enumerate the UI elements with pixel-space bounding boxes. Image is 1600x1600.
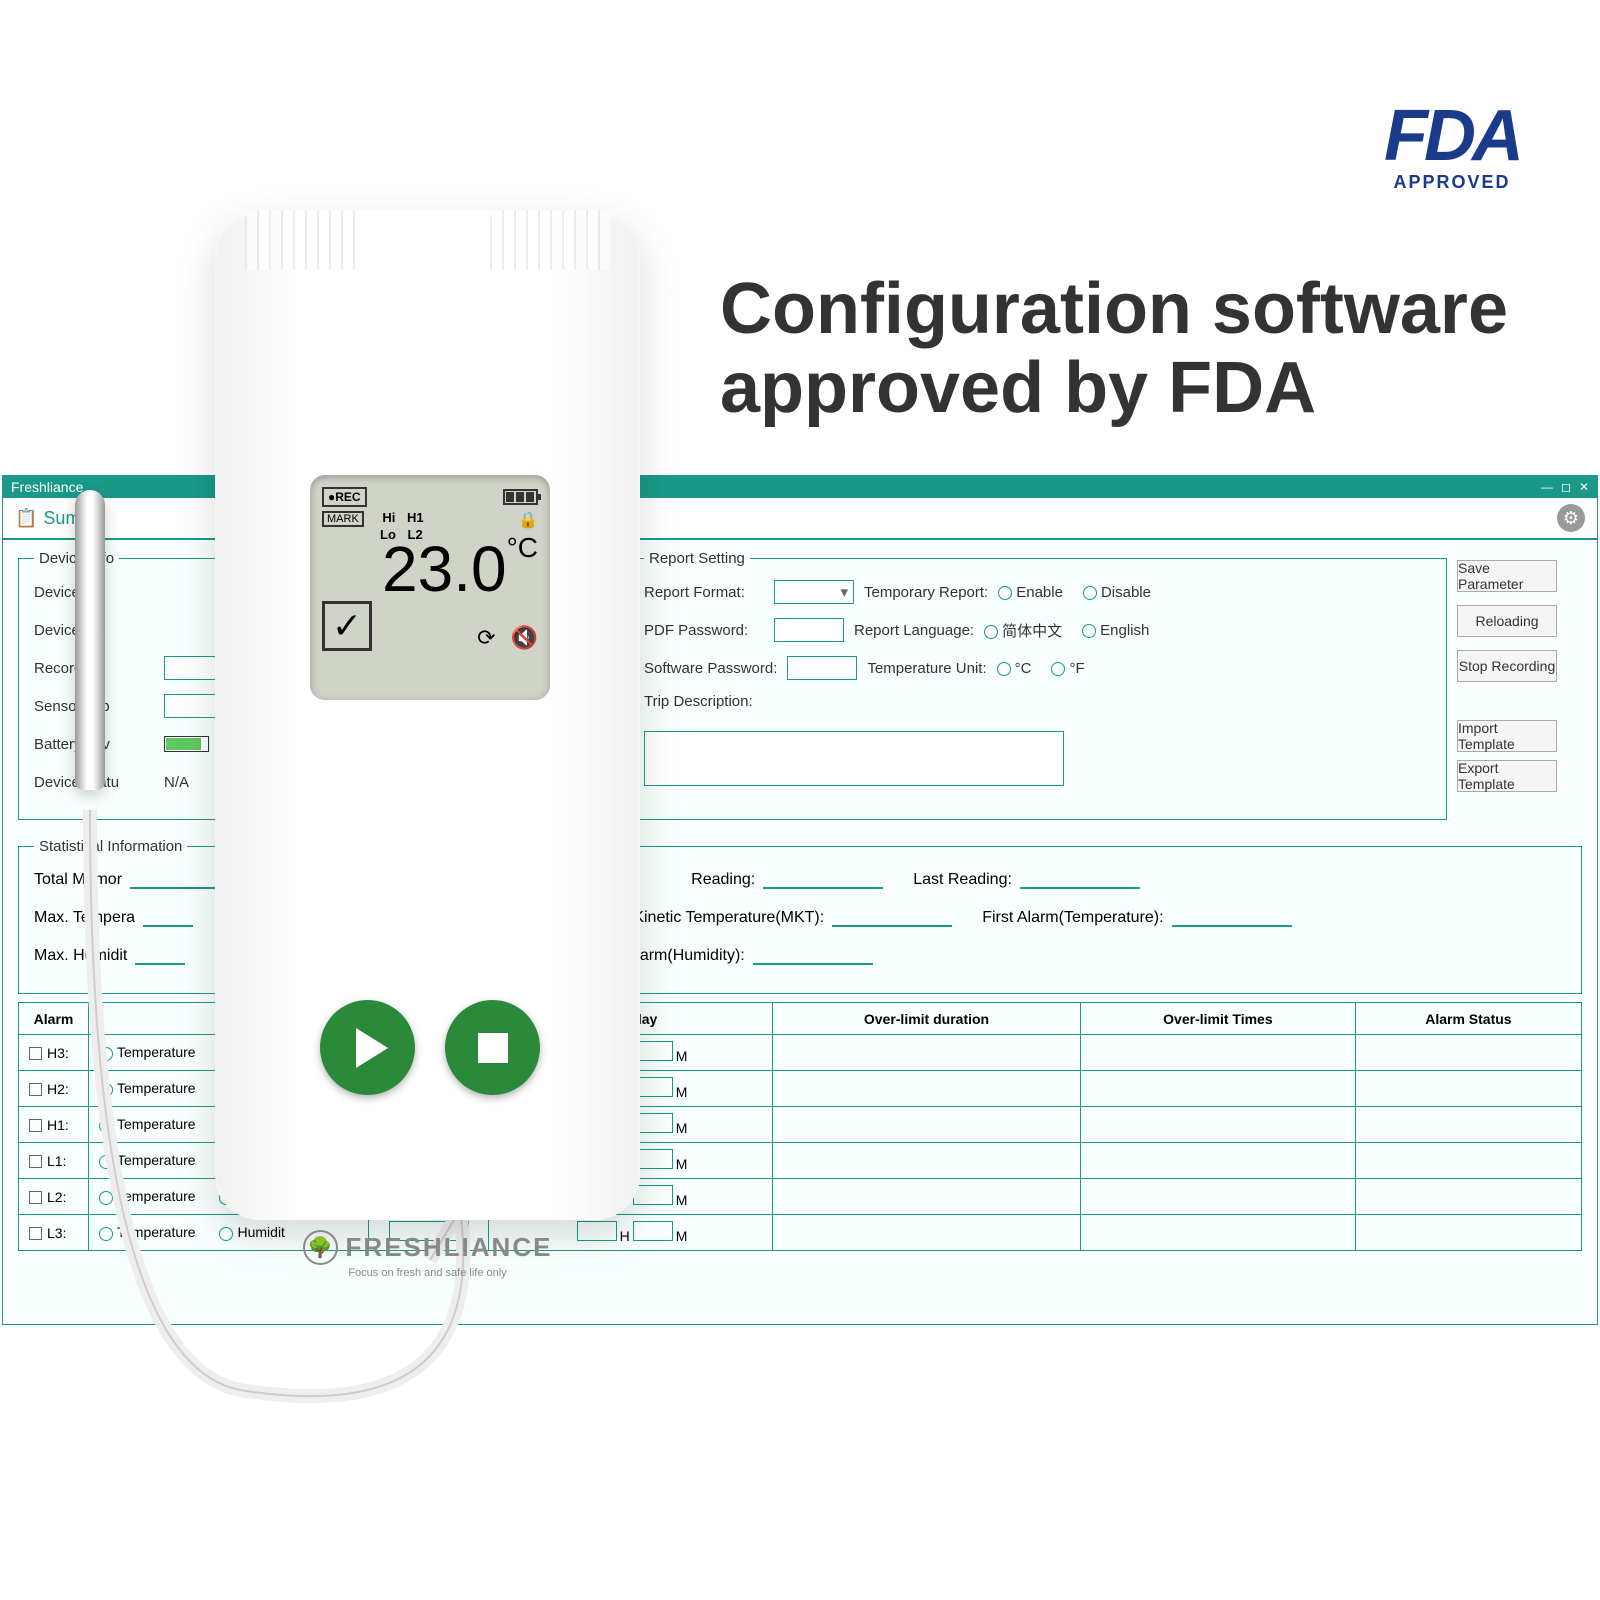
last-reading-label: Last Reading: <box>913 871 1012 889</box>
close-button[interactable]: ✕ <box>1579 480 1589 494</box>
lock-icon: 🔒 <box>518 510 538 530</box>
times-cell <box>1081 1035 1356 1071</box>
times-cell <box>1081 1107 1356 1143</box>
gear-icon[interactable]: ⚙ <box>1557 504 1585 532</box>
trip-label: Trip Description: <box>644 693 764 710</box>
export-template-button[interactable]: Export Template <box>1457 760 1557 792</box>
rec-indicator: ●REC <box>322 487 367 507</box>
import-template-button[interactable]: Import Template <box>1457 720 1557 752</box>
sync-icon: ⟳ <box>477 625 495 651</box>
temp-report-label: Temporary Report: <box>864 584 988 601</box>
disable-radio[interactable]: Disable <box>1083 584 1151 601</box>
duration-cell <box>772 1071 1080 1107</box>
times-cell <box>1081 1179 1356 1215</box>
vent-left <box>245 210 365 270</box>
report-setting-panel: Report Setting Report Format: Temporary … <box>628 550 1447 820</box>
window-buttons: — ◻ ✕ <box>1541 480 1589 494</box>
format-select[interactable] <box>774 580 854 604</box>
temperature-probe <box>75 490 105 790</box>
play-button[interactable] <box>320 1000 415 1095</box>
zh-radio[interactable]: 简体中文 <box>984 620 1062 641</box>
minimize-button[interactable]: — <box>1541 480 1553 494</box>
brand-icon: 🌳 <box>303 1230 338 1265</box>
pdf-pwd-label: PDF Password: <box>644 622 764 639</box>
f-radio[interactable]: °F <box>1051 660 1084 677</box>
status-cell <box>1355 1143 1581 1179</box>
temperature-reading: 23.0°C <box>322 532 538 606</box>
first-alarm-label: First Alarm(Temperature): <box>982 909 1163 927</box>
sw-pwd-input[interactable] <box>787 656 857 680</box>
hi-label: Hi <box>382 510 395 525</box>
fda-approved: APPROVED <box>1384 172 1520 193</box>
reading-label: Reading: <box>691 871 755 889</box>
trip-textarea[interactable] <box>644 731 1064 786</box>
check-icon: ✓ <box>322 601 372 651</box>
alarm-hum-label: Alarm(Humidity): <box>626 947 745 965</box>
mkt-label: Kinetic Temperature(MKT): <box>633 909 824 927</box>
stop-button[interactable] <box>445 1000 540 1095</box>
mark-indicator: MARK <box>322 511 364 527</box>
status-cell <box>1355 1035 1581 1071</box>
sw-pwd-label: Software Password: <box>644 660 777 677</box>
headline: Configuration softwareapproved by FDA <box>720 270 1508 428</box>
reading-value <box>763 871 883 889</box>
mute-icon: 🔇 <box>511 625 538 651</box>
duration-header: Over-limit duration <box>772 1003 1080 1035</box>
mkt-value <box>832 909 952 927</box>
status-cell <box>1355 1215 1581 1251</box>
lang-label: Report Language: <box>854 622 974 639</box>
side-buttons: Save Parameter Reloading Stop Recording … <box>1462 550 1582 828</box>
status-cell <box>1355 1071 1581 1107</box>
brand-text: FRESHLIANCE <box>346 1232 553 1263</box>
status-cell <box>1355 1107 1581 1143</box>
duration-cell <box>772 1035 1080 1071</box>
duration-cell <box>772 1143 1080 1179</box>
first-alarm-value <box>1172 909 1292 927</box>
brand: 🌳 FRESHLIANCE Focus on fresh and safe li… <box>215 1230 640 1279</box>
fda-text: FDA <box>1384 95 1520 177</box>
battery-icon <box>503 489 538 505</box>
maximize-button[interactable]: ◻ <box>1561 480 1571 494</box>
pdf-pwd-input[interactable] <box>774 618 844 642</box>
status-header: Alarm Status <box>1355 1003 1581 1035</box>
duration-cell <box>772 1179 1080 1215</box>
report-legend: Report Setting <box>644 550 750 567</box>
format-label: Report Format: <box>644 584 764 601</box>
c-radio[interactable]: °C <box>997 660 1032 677</box>
en-radio[interactable]: English <box>1082 622 1149 639</box>
enable-radio[interactable]: Enable <box>998 584 1063 601</box>
times-cell <box>1081 1071 1356 1107</box>
h1-label: H1 <box>407 510 424 525</box>
reload-button[interactable]: Reloading <box>1457 605 1557 637</box>
save-button[interactable]: Save Parameter <box>1457 560 1557 592</box>
alarm-hum-value <box>753 947 873 965</box>
window-title: Freshliance <box>11 479 83 495</box>
temp-unit-label: Temperature Unit: <box>867 660 986 677</box>
brand-subtitle: Focus on fresh and safe life only <box>215 1267 640 1279</box>
times-cell <box>1081 1215 1356 1251</box>
times-cell <box>1081 1143 1356 1179</box>
lcd-screen: ●REC MARK Hi H1 🔒 Lo L2 23.0°C ✓ ⟳ 🔇 <box>310 475 550 700</box>
times-header: Over-limit Times <box>1081 1003 1356 1035</box>
status-cell <box>1355 1179 1581 1215</box>
stop-recording-button[interactable]: Stop Recording <box>1457 650 1557 682</box>
duration-cell <box>772 1215 1080 1251</box>
vent-right <box>490 210 610 270</box>
last-reading-value <box>1020 871 1140 889</box>
data-logger-device: ●REC MARK Hi H1 🔒 Lo L2 23.0°C ✓ ⟳ 🔇 <box>215 210 640 1220</box>
fda-logo: FDA APPROVED <box>1384 95 1520 193</box>
duration-cell <box>772 1107 1080 1143</box>
